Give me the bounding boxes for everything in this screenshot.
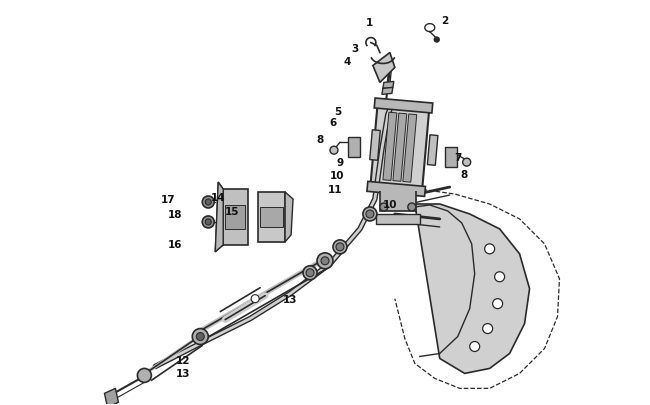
Circle shape [317, 253, 333, 269]
Polygon shape [285, 192, 293, 242]
Bar [370, 130, 380, 161]
Text: 15: 15 [225, 207, 239, 216]
Bar [403, 115, 417, 183]
Polygon shape [382, 88, 393, 95]
Circle shape [330, 147, 338, 155]
Text: 6: 6 [330, 118, 337, 128]
Circle shape [380, 203, 388, 211]
Text: 8: 8 [460, 170, 467, 180]
Circle shape [485, 244, 495, 254]
Text: 5: 5 [334, 107, 342, 117]
Text: 11: 11 [328, 185, 343, 194]
Polygon shape [215, 183, 223, 252]
Bar [370, 107, 429, 189]
Circle shape [366, 211, 374, 218]
Text: 4: 4 [343, 58, 350, 67]
Polygon shape [258, 192, 285, 242]
Bar [383, 113, 397, 181]
Circle shape [470, 342, 480, 352]
Text: 1: 1 [367, 17, 374, 28]
Circle shape [493, 299, 502, 309]
Text: 3: 3 [351, 43, 359, 53]
Circle shape [321, 257, 329, 265]
Circle shape [306, 269, 314, 277]
Polygon shape [225, 205, 245, 229]
Polygon shape [348, 138, 360, 158]
Polygon shape [373, 53, 395, 83]
Circle shape [192, 329, 208, 345]
Circle shape [463, 159, 471, 167]
Bar [367, 182, 426, 197]
Text: 18: 18 [168, 209, 183, 220]
Text: 13: 13 [283, 294, 297, 304]
Polygon shape [376, 214, 420, 224]
Circle shape [205, 220, 211, 225]
Circle shape [205, 200, 211, 205]
Circle shape [363, 207, 377, 222]
Text: 17: 17 [161, 194, 176, 205]
Text: 2: 2 [441, 15, 448, 26]
Circle shape [196, 333, 204, 341]
Circle shape [434, 38, 439, 43]
Polygon shape [215, 183, 223, 252]
Polygon shape [223, 190, 248, 245]
Circle shape [408, 203, 416, 211]
Text: 10: 10 [330, 171, 344, 181]
Circle shape [303, 266, 317, 280]
Text: 14: 14 [211, 192, 226, 202]
Polygon shape [380, 192, 416, 211]
Bar [393, 114, 407, 182]
Polygon shape [383, 82, 394, 89]
Text: 9: 9 [337, 158, 344, 168]
Circle shape [202, 196, 215, 209]
Text: 10: 10 [383, 200, 397, 209]
Text: 16: 16 [168, 239, 183, 249]
Text: 8: 8 [317, 135, 324, 145]
Circle shape [336, 243, 344, 251]
Polygon shape [260, 207, 283, 227]
Polygon shape [415, 205, 530, 373]
Polygon shape [105, 388, 118, 405]
Text: 13: 13 [176, 369, 190, 379]
Bar [374, 99, 433, 114]
Text: 12: 12 [176, 356, 190, 366]
Circle shape [483, 324, 493, 334]
Circle shape [495, 272, 504, 282]
Circle shape [202, 216, 215, 228]
Circle shape [251, 295, 259, 303]
Polygon shape [445, 148, 457, 168]
Circle shape [333, 240, 347, 254]
Bar [427, 136, 438, 166]
Circle shape [137, 369, 151, 382]
Text: 7: 7 [454, 153, 462, 163]
